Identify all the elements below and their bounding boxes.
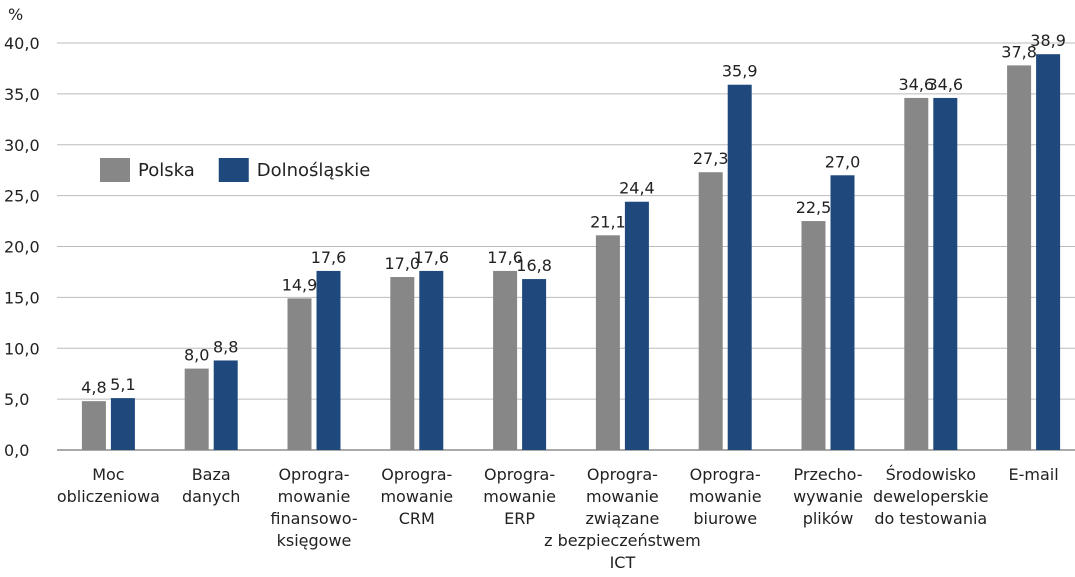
value-label: 17,0 [384, 254, 420, 273]
value-label: 17,6 [311, 248, 347, 267]
bar [1036, 54, 1061, 450]
value-label: 35,9 [722, 62, 758, 81]
value-label: 22,5 [796, 198, 832, 217]
y-tick-label: 40,0 [4, 34, 40, 53]
value-label: 14,9 [282, 275, 318, 294]
legend-label: Polska [138, 160, 195, 181]
y-tick-label: 15,0 [4, 288, 40, 307]
x-tick-label: Oprogra-mowanie CRM [380, 465, 453, 528]
bar [213, 360, 238, 450]
y-tick-label: 25,0 [4, 187, 40, 206]
value-label: 24,4 [619, 179, 655, 198]
value-label: 27,0 [825, 152, 861, 171]
x-tick-label: Oprogra-mowanie finansowo-księgowe [270, 465, 357, 550]
bar [904, 97, 929, 450]
bar [316, 270, 341, 450]
value-label: 38,9 [1030, 31, 1066, 50]
legend-label: Dolnośląskie [257, 160, 371, 181]
bar [1007, 65, 1032, 450]
value-label: 17,6 [487, 248, 523, 267]
x-tick-label: E-mail [1009, 465, 1059, 484]
value-label: 37,8 [1001, 42, 1037, 61]
value-label: 16,8 [516, 256, 552, 275]
value-label: 17,6 [413, 248, 449, 267]
x-tick-label: Moc obliczeniowa [57, 465, 160, 506]
bar [933, 97, 958, 450]
value-label: 8,0 [184, 346, 209, 365]
value-label: 21,1 [590, 212, 626, 231]
value-label: 34,6 [927, 75, 963, 94]
x-tick-label: Przecho-wywanie plików [793, 465, 863, 528]
legend-swatch [218, 158, 249, 182]
y-tick-label: 20,0 [4, 238, 40, 257]
bar [419, 270, 444, 450]
bar [801, 221, 826, 450]
value-label: 34,6 [898, 75, 934, 94]
bar [595, 235, 620, 450]
y-tick-label: 35,0 [4, 85, 40, 104]
bar [698, 172, 723, 450]
bar [830, 175, 855, 450]
bar [624, 201, 649, 450]
x-tick-label: Baza danych [182, 465, 241, 506]
x-tick-label: Oprogra-mowanie biurowe [689, 465, 762, 528]
value-label: 5,1 [110, 375, 135, 394]
value-label: 27,3 [693, 149, 729, 168]
x-tick-label: Oprogra-mowanie ERP [483, 465, 556, 528]
bar [390, 277, 415, 450]
x-tick-label: Środowisko deweloperskie do testowania [873, 465, 989, 528]
bar [110, 398, 135, 450]
y-tick-label: 10,0 [4, 339, 40, 358]
value-label: 4,8 [81, 378, 106, 397]
x-tick-label: Oprogra-mowanie związane z bezpieczeństwem… [544, 465, 701, 572]
bar [184, 368, 209, 450]
legend-swatch [100, 158, 130, 182]
y-tick-label: 0,0 [4, 441, 29, 460]
y-axis-label: % [8, 5, 23, 24]
bar [287, 298, 312, 450]
bar [493, 270, 518, 450]
bar [727, 84, 752, 450]
bar [81, 401, 106, 450]
y-tick-label: 30,0 [4, 136, 40, 155]
y-tick-label: 5,0 [4, 390, 29, 409]
bar [522, 279, 547, 450]
value-label: 8,8 [213, 337, 238, 356]
